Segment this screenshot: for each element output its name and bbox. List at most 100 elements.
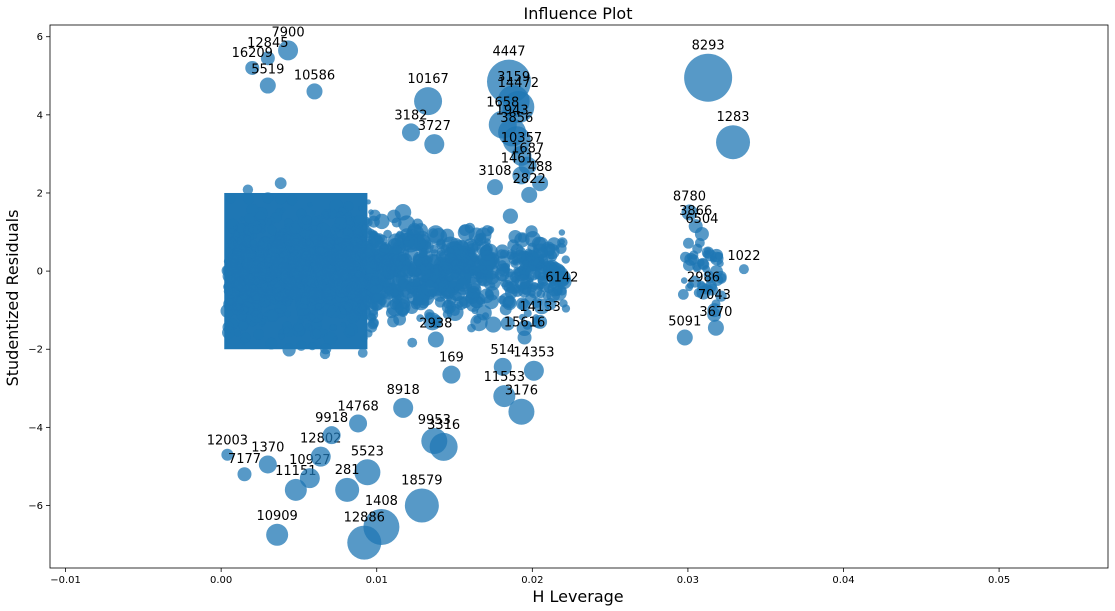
point-label-488: 488	[528, 160, 553, 175]
data-point	[374, 233, 385, 244]
data-point	[529, 290, 536, 297]
point-8293	[684, 53, 733, 102]
data-point	[262, 192, 274, 204]
point-18579	[404, 488, 439, 523]
point-label-1408: 1408	[365, 494, 398, 509]
data-point	[359, 303, 367, 312]
data-point	[513, 267, 524, 277]
data-point	[308, 325, 315, 332]
data-point	[274, 302, 287, 314]
data-point	[272, 288, 278, 295]
axis-ticks: −0.01 0.00 0.01 0.02 0.03 0.04 0.05 −6 −4 −2 0 2 4 6	[28, 32, 1010, 586]
data-point	[239, 291, 245, 297]
point-label-10357: 10357	[501, 131, 542, 146]
point-label-10909: 10909	[256, 509, 297, 524]
data-point	[305, 240, 311, 246]
point-14353	[523, 360, 544, 381]
data-point	[327, 281, 335, 290]
data-point	[689, 275, 702, 288]
data-point	[468, 227, 485, 244]
data-point	[543, 263, 555, 276]
data-point	[281, 233, 291, 243]
data-point	[283, 325, 296, 337]
data-point	[397, 254, 406, 262]
data-point	[519, 313, 526, 321]
point-label-9918: 9918	[315, 411, 348, 426]
data-point	[484, 249, 491, 256]
data-point	[411, 267, 422, 277]
data-point	[504, 286, 518, 300]
point-label-3108: 3108	[478, 164, 511, 179]
point-14133	[533, 314, 548, 329]
point-label-1943: 1943	[496, 103, 529, 118]
data-point	[334, 216, 347, 230]
y-tick-label: 6	[37, 32, 43, 43]
data-point	[423, 312, 442, 331]
data-point	[228, 259, 238, 269]
point-label-12845: 12845	[247, 36, 288, 51]
data-point	[323, 213, 330, 220]
data-point	[327, 251, 333, 257]
data-point	[309, 254, 319, 263]
data-point	[514, 274, 531, 291]
data-point	[343, 296, 349, 302]
point-label-3159: 3159	[497, 70, 530, 85]
data-point	[310, 210, 316, 216]
data-point	[364, 218, 373, 227]
data-point	[275, 208, 284, 217]
x-tick-label: 0.00	[210, 575, 232, 586]
data-point	[500, 316, 515, 331]
data-point	[523, 309, 532, 318]
dense-point-cloud	[220, 177, 727, 360]
data-point	[448, 256, 467, 275]
point-label-8780: 8780	[673, 190, 706, 205]
data-point	[345, 261, 358, 274]
data-point	[420, 278, 438, 296]
data-point	[557, 237, 568, 248]
data-point	[355, 241, 367, 253]
point-label-10586: 10586	[294, 68, 335, 83]
data-point	[330, 323, 337, 331]
data-point	[476, 297, 485, 306]
data-point	[296, 208, 307, 219]
data-point	[467, 240, 475, 249]
data-point	[496, 263, 510, 277]
data-point	[243, 193, 254, 205]
point-7043	[707, 303, 722, 318]
data-point	[715, 290, 727, 302]
data-point	[249, 320, 256, 327]
point-label-5091: 5091	[668, 315, 701, 330]
data-point	[298, 270, 307, 280]
point-label-8918: 8918	[387, 383, 420, 398]
data-point	[685, 283, 694, 292]
data-point	[553, 272, 565, 285]
point-10909	[266, 523, 289, 546]
data-point	[239, 336, 248, 345]
point-label-2986: 2986	[687, 271, 720, 286]
data-point	[259, 320, 265, 327]
point-6142	[556, 285, 567, 296]
data-point	[704, 249, 717, 262]
data-point	[265, 337, 278, 350]
data-point	[259, 238, 264, 243]
point-1370	[258, 455, 277, 474]
point-3182	[401, 123, 420, 142]
data-point	[263, 311, 269, 317]
data-point	[232, 296, 243, 307]
data-point	[288, 246, 295, 253]
data-point	[561, 304, 571, 313]
data-point	[240, 247, 254, 261]
data-point	[309, 229, 323, 242]
y-tick-label: −2	[28, 345, 43, 356]
data-point	[418, 248, 428, 258]
point-3176	[508, 398, 535, 425]
data-point	[544, 243, 560, 260]
point-label-3316: 3316	[427, 418, 460, 433]
data-point	[714, 270, 727, 283]
data-point	[244, 273, 255, 284]
data-point	[521, 253, 529, 261]
point-label-1687: 1687	[511, 142, 544, 157]
point-label-6142: 6142	[545, 271, 578, 286]
point-label-3182: 3182	[394, 108, 427, 123]
data-point	[239, 216, 245, 222]
